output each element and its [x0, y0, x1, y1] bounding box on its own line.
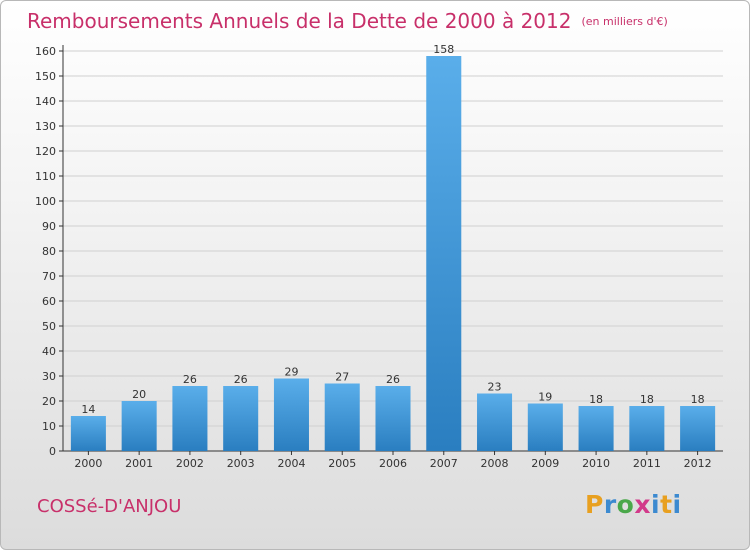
y-tick-label: 60	[42, 295, 56, 308]
y-tick-label: 70	[42, 270, 56, 283]
x-tick-label: 2012	[684, 457, 712, 470]
x-tick-label: 2001	[125, 457, 153, 470]
bar	[273, 378, 309, 451]
y-tick-label: 110	[35, 170, 56, 183]
x-tick-label: 2010	[582, 457, 610, 470]
bar	[680, 406, 716, 451]
y-tick-label: 130	[35, 120, 56, 133]
bar	[578, 406, 614, 451]
bar-value-label: 26	[386, 373, 400, 386]
bar	[527, 403, 563, 451]
bar-value-label: 18	[640, 393, 654, 406]
y-tick-label: 20	[42, 395, 56, 408]
y-tick-label: 30	[42, 370, 56, 383]
bar-value-label: 26	[183, 373, 197, 386]
y-tick-label: 50	[42, 320, 56, 333]
bar	[223, 386, 259, 451]
y-tick-label: 10	[42, 420, 56, 433]
logo-letter: t	[660, 490, 673, 519]
bar	[172, 386, 208, 451]
bar-value-label: 158	[433, 43, 454, 56]
bar-value-label: 19	[538, 391, 552, 404]
y-tick-label: 100	[35, 195, 56, 208]
y-tick-label: 120	[35, 145, 56, 158]
chart-title-text: Remboursements Annuels de la Dette de 20…	[27, 9, 572, 33]
logo-letter: o	[616, 490, 635, 519]
y-tick-label: 40	[42, 345, 56, 358]
bar-value-label: 14	[81, 403, 95, 416]
x-tick-label: 2003	[227, 457, 255, 470]
x-tick-label: 2004	[277, 457, 305, 470]
x-tick-label: 2006	[379, 457, 407, 470]
bar	[121, 401, 157, 451]
bar	[375, 386, 411, 451]
bar-value-label: 20	[132, 388, 146, 401]
x-tick-label: 2005	[328, 457, 356, 470]
logo-letter: r	[603, 490, 617, 519]
x-tick-label: 2007	[430, 457, 458, 470]
x-tick-label: 2009	[531, 457, 559, 470]
bar	[426, 56, 462, 451]
bar	[629, 406, 665, 451]
bar-value-label: 26	[234, 373, 248, 386]
y-tick-label: 140	[35, 95, 56, 108]
chart-title: Remboursements Annuels de la Dette de 20…	[27, 9, 668, 33]
y-tick-label: 0	[49, 445, 56, 458]
x-tick-label: 2011	[633, 457, 661, 470]
logo-letter: x	[634, 490, 651, 519]
bar-value-label: 18	[691, 393, 705, 406]
bar	[70, 416, 106, 451]
x-tick-label: 2002	[176, 457, 204, 470]
bar	[477, 393, 513, 451]
bar-value-label: 29	[284, 366, 298, 379]
logo-letter: i	[672, 490, 682, 519]
y-tick-label: 80	[42, 245, 56, 258]
chart-unit: (en milliers d'€)	[581, 15, 668, 28]
bar-value-label: 18	[589, 393, 603, 406]
y-tick-label: 90	[42, 220, 56, 233]
y-tick-label: 150	[35, 70, 56, 83]
logo-letter: P	[585, 490, 604, 519]
x-tick-label: 2008	[481, 457, 509, 470]
bar	[324, 383, 360, 451]
proxiti-logo: Proxiti	[585, 490, 682, 519]
y-tick-label: 160	[35, 45, 56, 58]
bar-value-label: 23	[488, 381, 502, 394]
logo-letter: i	[651, 490, 661, 519]
bar-value-label: 27	[335, 371, 349, 384]
commune-name: COSSé-D'ANJOU	[37, 496, 182, 517]
x-tick-label: 2000	[74, 457, 102, 470]
